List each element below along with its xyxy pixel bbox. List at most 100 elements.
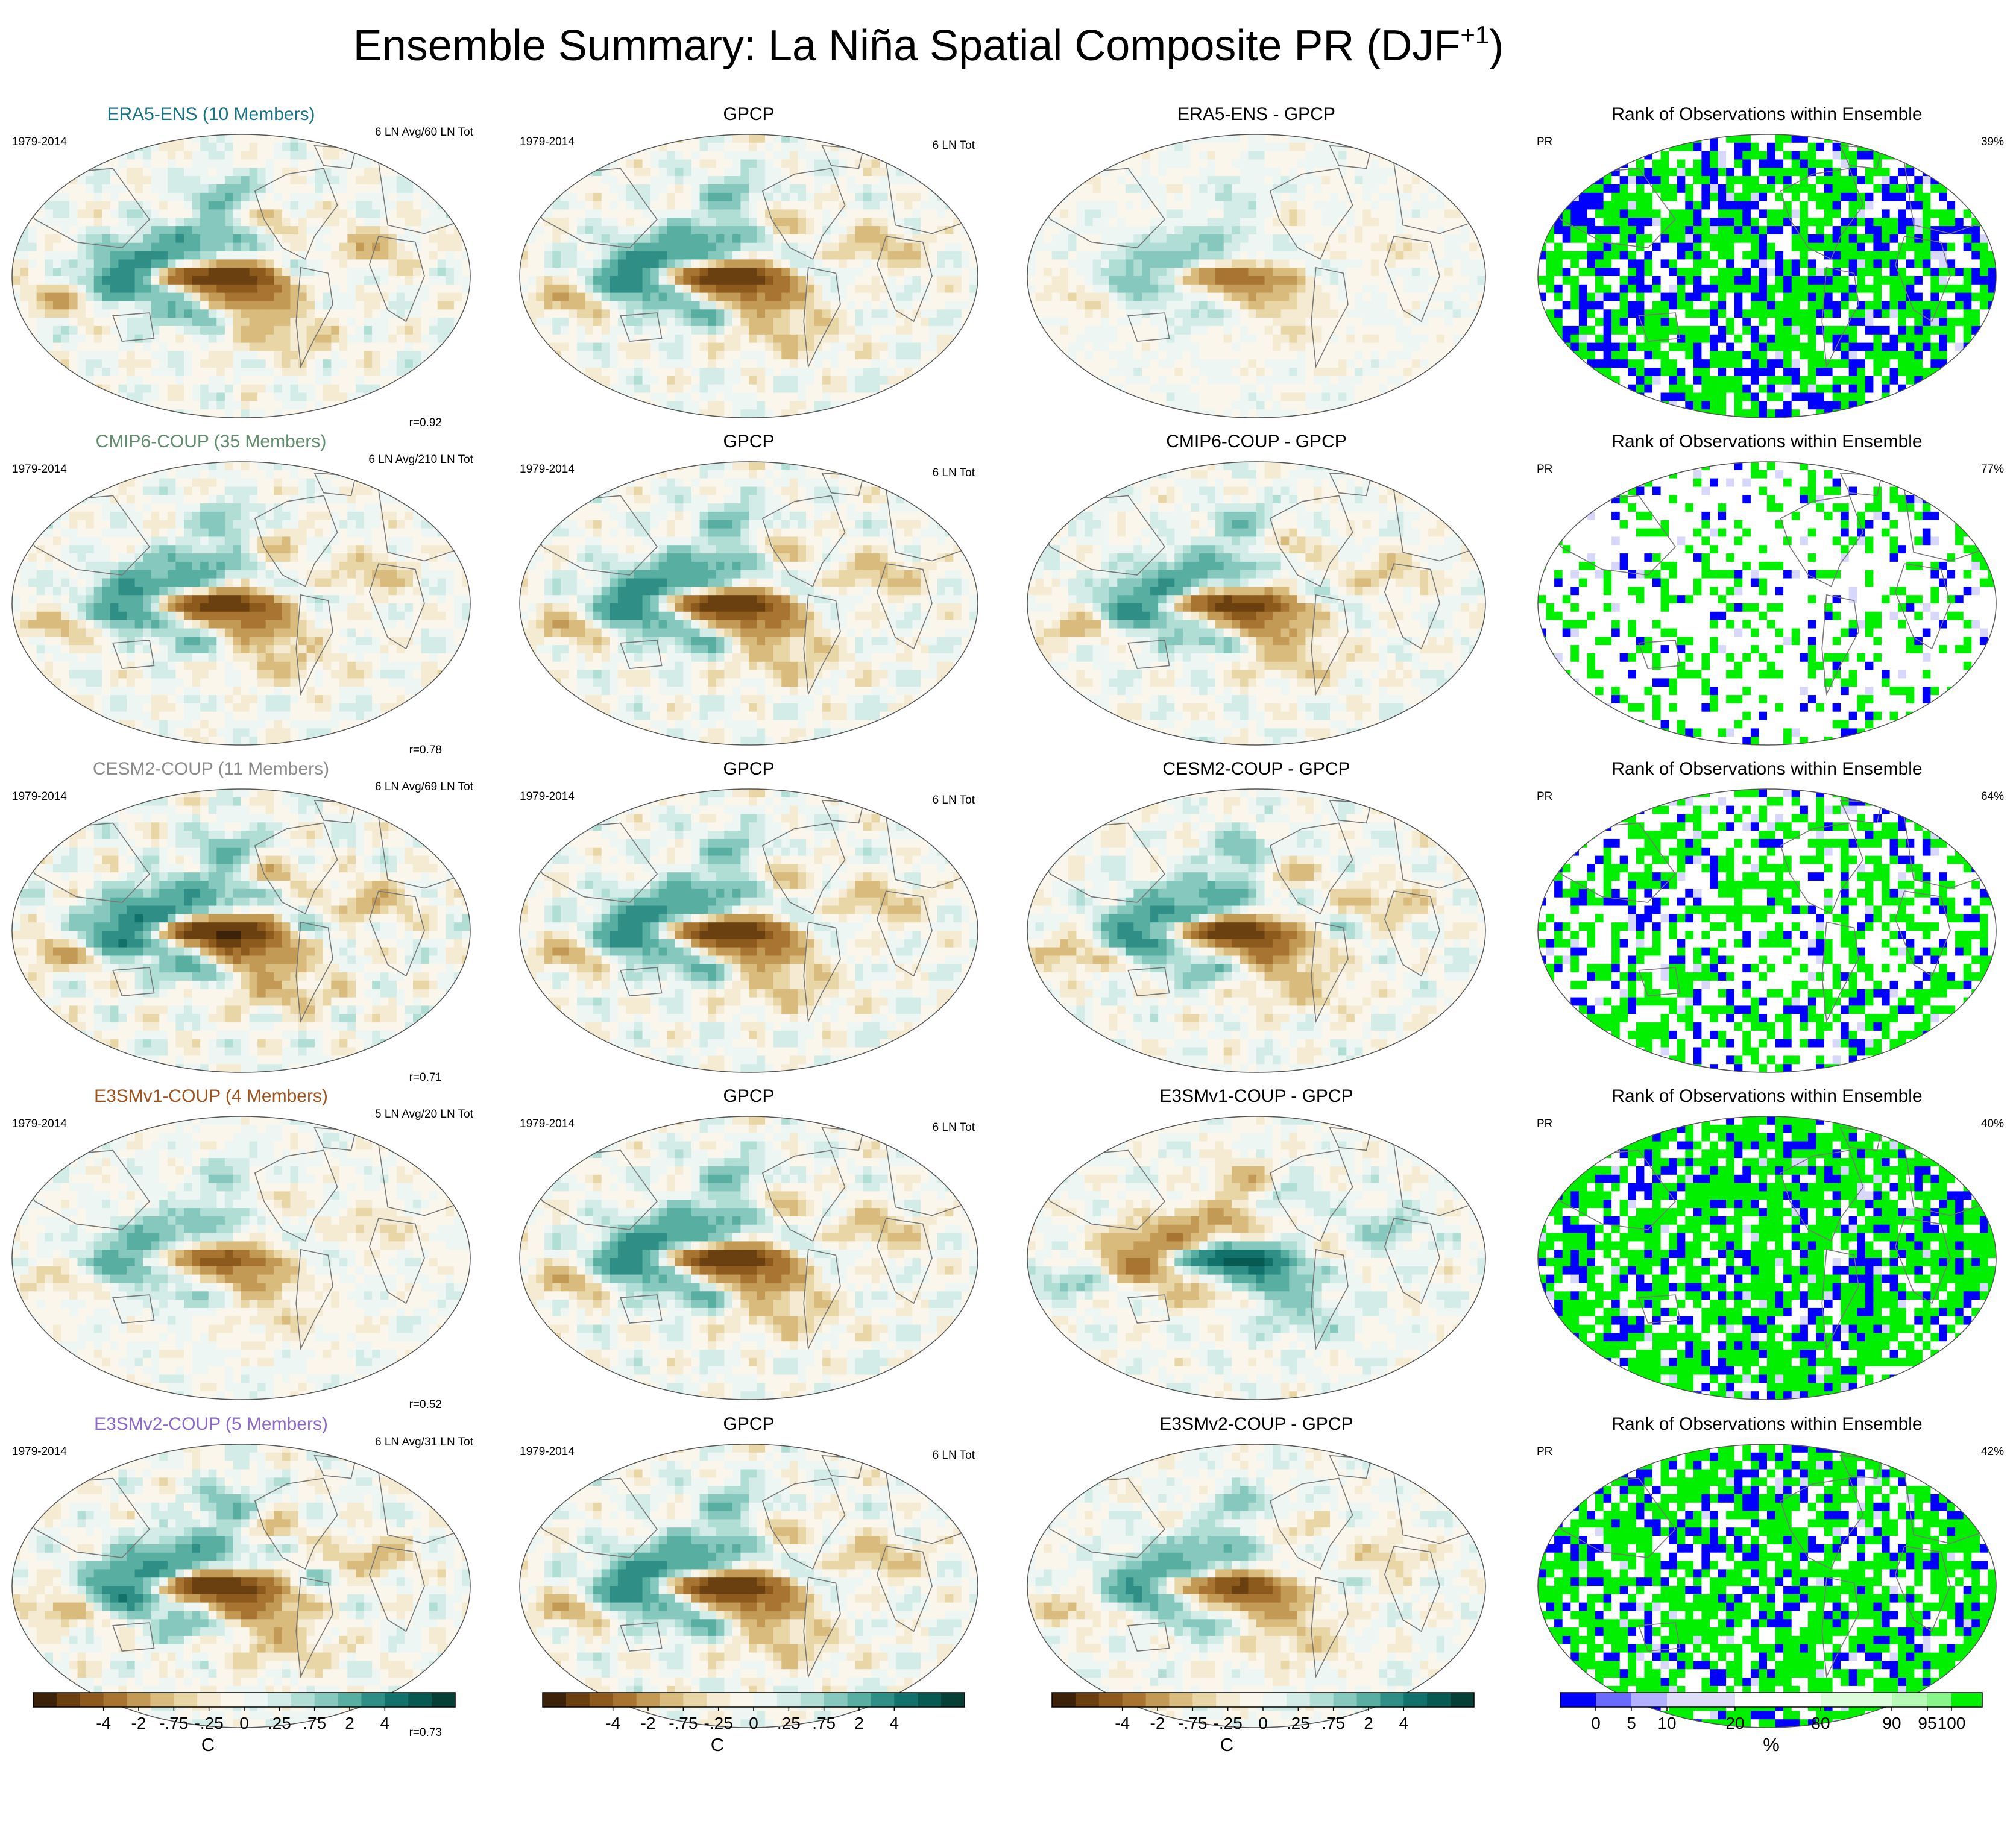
colorbar-swatch (1667, 1693, 1736, 1707)
colorbar-tick-label: 5 (1627, 1714, 1636, 1732)
event-count: 5 LN Avg/20 LN Tot (375, 1108, 474, 1121)
colorbar-swatch (730, 1693, 754, 1707)
colorbar-swatch (1560, 1693, 1596, 1707)
coastlines (1027, 145, 1482, 369)
years-label: 1979-2014 (520, 136, 575, 148)
map-border (1537, 461, 1997, 746)
panel-title: CESM2-COUP (11 Members) (93, 759, 329, 779)
obs-panel: GPCP 1979-2014 6 LN Tot (519, 1086, 978, 1400)
panel-title: GPCP (723, 104, 774, 124)
colorbar-swatch (80, 1693, 104, 1707)
colorbar-swatch (1122, 1693, 1147, 1707)
panel-title: ERA5-ENS (10 Members) (107, 104, 315, 124)
event-count: 6 LN Tot (933, 1121, 975, 1134)
colorbar-tick-label: 20 (1725, 1714, 1744, 1732)
colorbar-tick-label: 0 (1591, 1714, 1601, 1732)
colorbar-swatch (1169, 1693, 1193, 1707)
map-border (11, 1116, 471, 1400)
model-panel: CESM2-COUP (11 Members) 1979-2014 6 LN Avg… (11, 759, 474, 1084)
map-border (1537, 134, 1997, 418)
variable-label: PR (1537, 790, 1552, 803)
map-border (11, 461, 471, 746)
colorbar-swatch (56, 1693, 81, 1707)
map-field (1027, 1444, 1485, 1728)
obs-panel: GPCP 1979-2014 6 LN Tot (519, 432, 978, 746)
event-count: 6 LN Tot (933, 467, 975, 479)
colorbar-tick-label: -2 (641, 1714, 656, 1732)
colorbar-swatch (150, 1693, 174, 1707)
panel-title: Rank of Observations within Ensemble (1611, 1414, 1922, 1434)
coastlines (1538, 1454, 1992, 1679)
colorbars: -4 -2 -.75 -.25 0 .25 .75 2 4 C -4 -2 -.75 -.25 0 .25 .7… (33, 1692, 1983, 1755)
coastlines (1538, 145, 1992, 369)
variable-label: PR (1537, 136, 1552, 148)
panel-title: E3SMv2-COUP - GPCP (1159, 1414, 1353, 1434)
colorbar-swatch (1427, 1693, 1451, 1707)
rank-percent: 40% (1981, 1118, 2004, 1130)
colorbar-tick-label: -4 (605, 1714, 620, 1732)
event-count: 6 LN Avg/60 LN Tot (375, 126, 474, 139)
event-count: 6 LN Avg/69 LN Tot (375, 781, 474, 793)
colorbar-swatch (824, 1693, 848, 1707)
panel-title: E3SMv1-COUP - GPCP (1159, 1086, 1353, 1106)
map-field (520, 1444, 978, 1728)
obs-panel: GPCP 1979-2014 6 LN Tot (519, 104, 978, 418)
map-border (1537, 1116, 1997, 1400)
colorbar-tick-label: 100 (1938, 1714, 1966, 1732)
map-border (1027, 461, 1486, 746)
coastlines (1538, 799, 1992, 1024)
colorbar-tick-label: 2 (854, 1714, 864, 1732)
panel-title: Rank of Observations within Ensemble (1611, 759, 1922, 779)
map-border (519, 1116, 978, 1400)
colorbar-swatch (1451, 1693, 1475, 1707)
colorbar-swatch (408, 1693, 432, 1707)
colorbar-swatch (1403, 1693, 1428, 1707)
colorbar-tick-label: 4 (380, 1714, 390, 1732)
map-border (11, 788, 471, 1073)
map-border (1027, 134, 1486, 418)
colorbar-tick-label: -2 (131, 1714, 146, 1732)
panel-title: CMIP6-COUP - GPCP (1166, 432, 1347, 451)
colorbar-tick-label: .75 (812, 1714, 836, 1732)
rank-percent: 42% (1981, 1445, 2004, 1458)
pattern-correlation: r=0.71 (409, 1071, 442, 1084)
rank-percent: 39% (1981, 136, 2004, 148)
panel-title: CMIP6-COUP (35 Members) (96, 432, 327, 451)
rank-colorbar: 0 5 10 20 80 90 95 100% (1560, 1692, 1983, 1755)
colorbar-swatch (1192, 1693, 1217, 1707)
rank-panel: Rank of Observations within Ensemble PR 40… (1537, 1086, 2004, 1400)
event-count: 6 LN Tot (933, 794, 975, 807)
panel-grid: ERA5-ENS (10 Members) 1979-2014 6 LN Avg/6… (11, 104, 2004, 1739)
model-panel: CMIP6-COUP (35 Members) 1979-2014 6 LN Avg… (11, 432, 474, 756)
panel-title: GPCP (723, 432, 774, 451)
colorbar-swatch (1927, 1693, 1952, 1707)
colorbar-swatch (432, 1693, 456, 1707)
model-panel: ERA5-ENS (10 Members) 1979-2014 6 LN Avg/6… (11, 104, 474, 429)
colorbar-swatch (385, 1693, 409, 1707)
colorbar-swatch (707, 1693, 731, 1707)
colorbar-swatch (918, 1693, 942, 1707)
years-label: 1979-2014 (520, 790, 575, 803)
map-border (1537, 788, 1997, 1073)
map-field (1538, 1116, 1996, 1400)
colorbar-swatch (543, 1693, 567, 1707)
colorbar-swatch (1286, 1693, 1311, 1707)
map-field (1027, 1116, 1485, 1400)
colorbar-swatch (894, 1693, 918, 1707)
colorbar-swatch (800, 1693, 825, 1707)
colorbar-swatch (338, 1693, 362, 1707)
pattern-correlation: r=0.92 (409, 417, 442, 429)
colorbar-tick-label: 2 (345, 1714, 354, 1732)
colorbar-swatch (1631, 1693, 1668, 1707)
coastlines (12, 1454, 467, 1679)
colorbar-swatch (1216, 1693, 1240, 1707)
colorbar-swatch (1356, 1693, 1381, 1707)
years-label: 1979-2014 (520, 1118, 575, 1130)
colorbar-tick-label: .25 (1287, 1714, 1310, 1732)
anomaly-colorbar: -4 -2 -.75 -.25 0 .25 .75 2 4 C (542, 1692, 965, 1755)
colorbar-swatch (314, 1693, 339, 1707)
colorbar-tick-label: -2 (1150, 1714, 1165, 1732)
event-count: 6 LN Avg/210 LN Tot (368, 453, 473, 466)
obs-panel: GPCP 1979-2014 6 LN Tot (519, 759, 978, 1073)
